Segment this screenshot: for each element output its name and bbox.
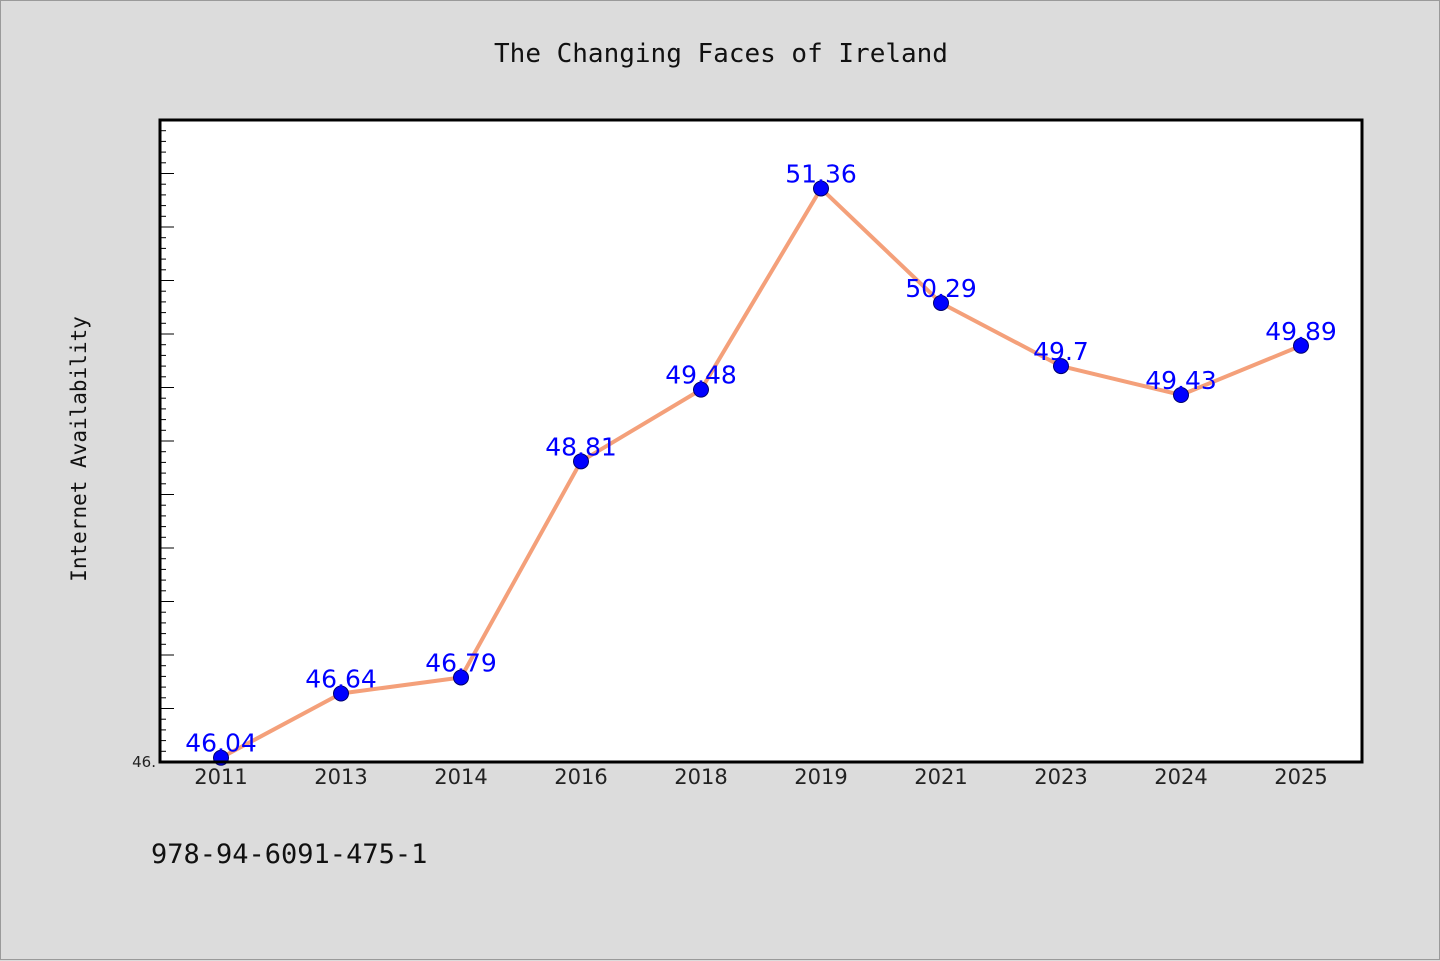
x-tick-label: 2013 xyxy=(314,765,367,789)
data-label: 50.29 xyxy=(905,274,977,303)
data-point xyxy=(933,294,949,311)
data-point xyxy=(333,685,349,702)
x-tick-label: 2021 xyxy=(914,765,967,789)
plot-area xyxy=(160,120,1362,762)
x-tick-label: 2025 xyxy=(1274,765,1327,789)
x-tick-label: 2011 xyxy=(194,765,247,789)
data-point xyxy=(1173,386,1189,403)
data-label: 46.79 xyxy=(425,648,497,677)
data-label: 49.48 xyxy=(665,361,737,390)
data-label: 51.36 xyxy=(785,159,857,188)
x-axis-tick-labels: 2011 2013 2014 2016 2018 2019 2021 2023 2024 2025 xyxy=(194,765,1327,789)
data-point xyxy=(1053,358,1069,375)
y-axis-label: Internet Availability xyxy=(67,316,91,582)
data-point xyxy=(1293,337,1309,354)
y-tick-label: 46. xyxy=(132,753,156,771)
x-tick-label: 2014 xyxy=(434,765,487,789)
data-label: 48.81 xyxy=(545,432,617,461)
plot-border xyxy=(158,118,1364,764)
data-point xyxy=(573,453,589,470)
x-tick-label: 2019 xyxy=(794,765,847,789)
x-tick-label: 2016 xyxy=(554,765,607,789)
data-label: 49.89 xyxy=(1265,317,1337,346)
data-label: 46.64 xyxy=(305,665,377,694)
x-tick-label: 2018 xyxy=(674,765,727,789)
data-label: 49.43 xyxy=(1145,366,1217,395)
x-tick-label: 2023 xyxy=(1034,765,1087,789)
data-point xyxy=(813,180,829,197)
data-labels: 46.04 46.64 46.79 48.81 49.48 51.36 50.29 49.7 4… xyxy=(185,159,1337,757)
series-line xyxy=(219,186,1303,760)
data-point xyxy=(453,669,469,686)
data-label: 46.04 xyxy=(185,729,257,758)
chart-title: The Changing Faces of Ireland xyxy=(494,39,948,69)
x-tick-label: 2024 xyxy=(1154,765,1207,789)
isbn-text: 978-94-6091-475-1 xyxy=(151,839,427,870)
series-group xyxy=(213,180,1309,766)
data-label: 49.7 xyxy=(1033,337,1089,366)
data-point xyxy=(693,381,709,398)
